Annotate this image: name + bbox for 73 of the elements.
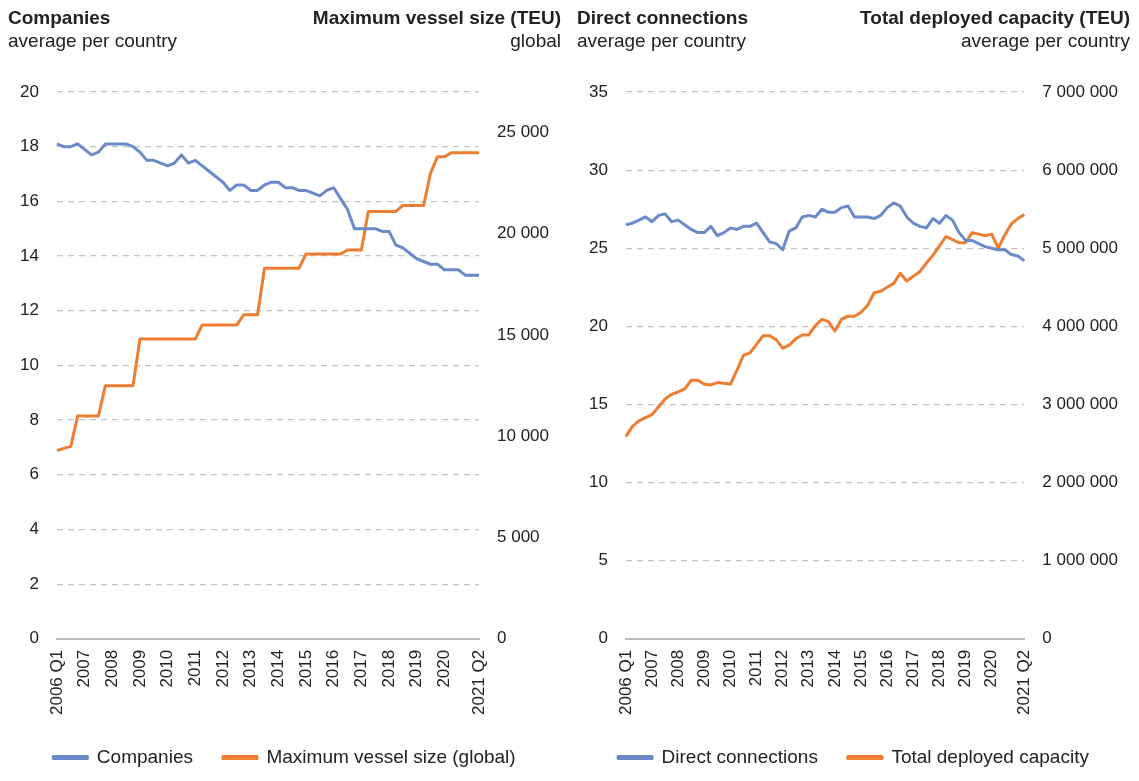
y-tick-label: 0: [598, 628, 608, 648]
y-tick-label: 30: [588, 159, 608, 179]
x-tick-label: 2014: [824, 649, 844, 688]
y2-axis-title: Total deployed capacity (TEU) average per country: [860, 7, 1130, 51]
x-tick-label: 2009: [693, 649, 713, 688]
y2-tick-label: 0: [1042, 628, 1052, 648]
y-tick-label: 8: [29, 409, 39, 429]
x-tick-label: 2018: [378, 649, 398, 688]
y-tick-label: 35: [588, 81, 608, 101]
x-tick-label: 2012: [772, 649, 792, 688]
x-tick-label: 2010: [720, 649, 740, 688]
x-tick-label: 2010: [157, 649, 177, 688]
x-tick-label: 2021 Q2: [468, 649, 488, 716]
y2-tick-label: 0: [497, 628, 507, 648]
x-tick-label: 2013: [798, 649, 818, 688]
x-tick-label: 2013: [240, 649, 260, 688]
x-tick-label: 2006 Q1: [46, 649, 66, 716]
x-tick-label: 2020: [981, 649, 1001, 688]
y2-tick-label: 20 000: [497, 223, 549, 243]
y2-tick-label: 7 000 000: [1042, 81, 1119, 101]
legend-label: Companies: [96, 745, 193, 767]
legend-label: Maximum vessel size (global): [266, 745, 516, 767]
y-tick-label: 2: [29, 573, 39, 593]
x-tick-label: 2019: [406, 649, 426, 688]
x-tick-label: 2019: [955, 649, 975, 688]
x-tick-label: 2015: [295, 649, 315, 688]
x-tick-label: 2017: [903, 649, 923, 688]
y-tick-label: 18: [19, 136, 39, 156]
y2-tick-label: 15 000: [497, 324, 549, 344]
y2-tick-label: 2 000 000: [1042, 472, 1119, 492]
x-tick-label: 2016: [323, 649, 343, 688]
x-tick-label: 2009: [129, 649, 149, 688]
y-tick-label: 6: [29, 464, 39, 484]
y-tick-label: 14: [19, 245, 39, 265]
y-axis-title: Direct connections average per country: [577, 7, 749, 51]
x-tick-label: 2008: [667, 649, 687, 688]
x-tick-label: 2011: [184, 649, 204, 687]
x-tick-label: 2015: [850, 649, 870, 688]
y-tick-label: 0: [29, 628, 39, 648]
x-tick-label: 2012: [212, 649, 232, 688]
x-tick-label: 2018: [929, 649, 949, 688]
y-tick-label: 20: [19, 81, 39, 101]
legend-label: Direct connections: [661, 745, 818, 767]
y2-tick-label: 5 000 000: [1042, 237, 1119, 257]
y2-tick-label: 25 000: [497, 122, 549, 142]
y-axis-title: Companies average per country: [8, 7, 177, 51]
x-tick-label: 2007: [74, 649, 94, 688]
x-tick-label: 2017: [351, 649, 371, 688]
x-tick-label: 2011: [746, 649, 766, 687]
y-tick-label: 25: [588, 237, 608, 257]
y-tick-label: 10: [588, 472, 608, 492]
y2-axis-title: Maximum vessel size (TEU) global: [312, 7, 561, 51]
x-tick-label: 2020: [434, 649, 454, 688]
x-tick-label: 2021 Q2: [1014, 649, 1034, 716]
y-tick-label: 16: [19, 191, 39, 211]
x-tick-label: 2006 Q1: [615, 649, 635, 716]
legend-label: Total deployed capacity: [891, 745, 1090, 767]
y2-tick-label: 1 000 000: [1042, 550, 1119, 570]
y2-tick-label: 6 000 000: [1042, 159, 1119, 179]
x-tick-label: 2008: [101, 649, 121, 688]
y-tick-label: 4: [29, 519, 39, 539]
x-tick-label: 2016: [876, 649, 896, 688]
y-tick-label: 20: [588, 316, 608, 336]
y2-tick-label: 10 000: [497, 425, 549, 445]
y2-tick-label: 4 000 000: [1042, 316, 1119, 336]
y2-tick-label: 5 000: [497, 527, 540, 547]
x-tick-label: 2014: [268, 649, 288, 688]
y-tick-label: 15: [588, 394, 608, 414]
y-tick-label: 12: [19, 300, 39, 320]
y2-tick-label: 3 000 000: [1042, 394, 1119, 414]
x-tick-label: 2007: [641, 649, 661, 688]
y-tick-label: 10: [19, 355, 39, 375]
y-tick-label: 5: [598, 550, 608, 570]
